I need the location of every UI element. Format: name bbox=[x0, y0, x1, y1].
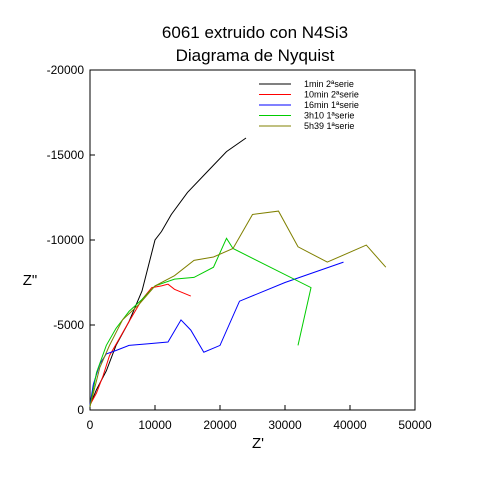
series-line-4 bbox=[89, 237, 312, 407]
series-line-1 bbox=[89, 137, 247, 406]
y-tick-label: -15000 bbox=[47, 148, 85, 162]
y-axis-ticks: 0 -5000 -10000 -15000 -20000 bbox=[47, 63, 95, 417]
legend-label-4: 3h10 1ªserie bbox=[304, 111, 354, 121]
x-axis-label: Z' bbox=[252, 435, 264, 452]
legend-label-5: 5h39 1ªserie bbox=[304, 121, 354, 131]
series-line-5 bbox=[89, 210, 387, 407]
x-axis-ticks: 0 10000 20000 30000 40000 50000 bbox=[87, 405, 432, 432]
y-tick-label: 0 bbox=[77, 403, 84, 417]
x-tick-label: 30000 bbox=[268, 418, 302, 432]
chart-subtitle: Diagrama de Nyquist bbox=[176, 46, 335, 65]
legend-label-1: 1min 2ªserie bbox=[304, 79, 354, 89]
x-tick-label: 20000 bbox=[203, 418, 237, 432]
y-tick-label: -5000 bbox=[53, 318, 84, 332]
series-line-3 bbox=[89, 261, 344, 405]
chart-title: 6061 extruido con N4Si3 bbox=[162, 23, 348, 42]
x-tick-label: 50000 bbox=[398, 418, 432, 432]
x-tick-label: 0 bbox=[87, 418, 94, 432]
x-tick-label: 40000 bbox=[333, 418, 367, 432]
series-line-2 bbox=[89, 283, 191, 406]
legend-label-2: 10min 2ªserie bbox=[304, 90, 359, 100]
series-layer bbox=[89, 137, 387, 407]
legend-label-3: 16min 1ªserie bbox=[304, 100, 359, 110]
y-tick-label: -20000 bbox=[47, 63, 85, 77]
y-tick-label: -10000 bbox=[47, 233, 85, 247]
y-axis-label: Z" bbox=[23, 272, 38, 289]
x-tick-label: 10000 bbox=[138, 418, 172, 432]
